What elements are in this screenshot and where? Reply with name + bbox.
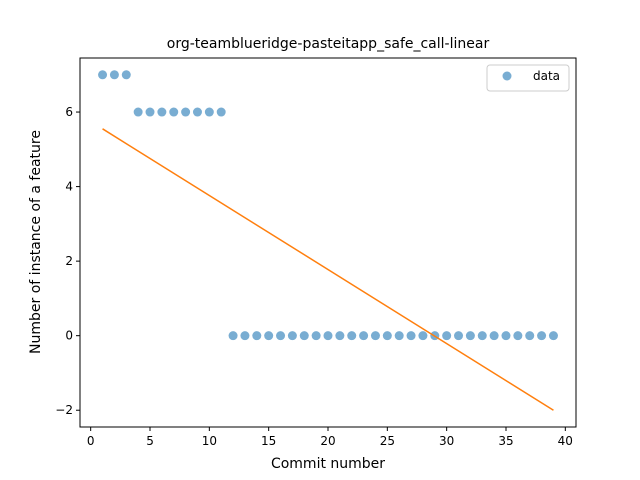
data-point: [394, 331, 404, 341]
data-point: [311, 331, 321, 341]
data-point: [525, 331, 535, 341]
data-point: [192, 107, 202, 117]
data-point: [347, 331, 357, 341]
data-point: [465, 331, 475, 341]
data-point: [204, 107, 214, 117]
data-point: [442, 331, 452, 341]
data-point: [145, 107, 155, 117]
y-axis: −2 0 2 4 6: [55, 105, 80, 417]
data-point: [169, 107, 179, 117]
data-point: [276, 331, 286, 341]
data-point: [370, 331, 380, 341]
data-point: [98, 70, 108, 80]
x-tick-label: 25: [380, 434, 395, 448]
data-point: [299, 331, 309, 341]
data-point: [513, 331, 523, 341]
x-tick-label: 15: [261, 434, 276, 448]
data-point: [454, 331, 464, 341]
data-point: [264, 331, 274, 341]
data-point: [240, 331, 250, 341]
y-tick-label: 0: [65, 329, 73, 343]
data-point: [501, 331, 511, 341]
data-point: [216, 107, 226, 117]
data-point: [359, 331, 369, 341]
plot-area: [98, 70, 558, 411]
fit-line: [102, 128, 554, 411]
data-point: [477, 331, 487, 341]
data-point: [323, 331, 333, 341]
data-point: [252, 331, 262, 341]
data-point: [157, 107, 167, 117]
data-point: [133, 107, 143, 117]
data-point: [418, 331, 428, 341]
y-tick-label: 6: [65, 105, 73, 119]
data-point: [335, 331, 345, 341]
data-point: [548, 331, 558, 341]
chart-title: org-teamblueridge-pasteitapp_safe_call-l…: [167, 36, 490, 52]
legend-label: data: [533, 69, 560, 83]
x-tick-label: 30: [439, 434, 454, 448]
x-tick-label: 10: [202, 434, 217, 448]
data-point: [228, 331, 238, 341]
x-tick-label: 5: [146, 434, 154, 448]
x-axis: 0 5 10 15 20 25 30 35 40: [87, 427, 573, 448]
legend: data: [486, 64, 570, 92]
data-point: [489, 331, 499, 341]
data-point: [109, 70, 119, 80]
data-point: [382, 331, 392, 341]
data-point: [181, 107, 191, 117]
data-point: [406, 331, 416, 341]
y-tick-label: 4: [65, 180, 73, 194]
x-axis-label: Commit number: [271, 456, 385, 472]
data-point: [287, 331, 297, 341]
x-tick-label: 20: [320, 434, 335, 448]
x-tick-label: 0: [87, 434, 95, 448]
legend-marker: [502, 71, 512, 81]
x-tick-label: 40: [558, 434, 573, 448]
y-tick-label: −2: [55, 403, 73, 417]
legend-box: [486, 64, 570, 92]
y-axis-label: Number of instance of a feature: [28, 130, 44, 354]
data-point: [537, 331, 547, 341]
x-tick-label: 35: [498, 434, 513, 448]
y-tick-label: 2: [65, 254, 73, 268]
data-point: [121, 70, 131, 80]
